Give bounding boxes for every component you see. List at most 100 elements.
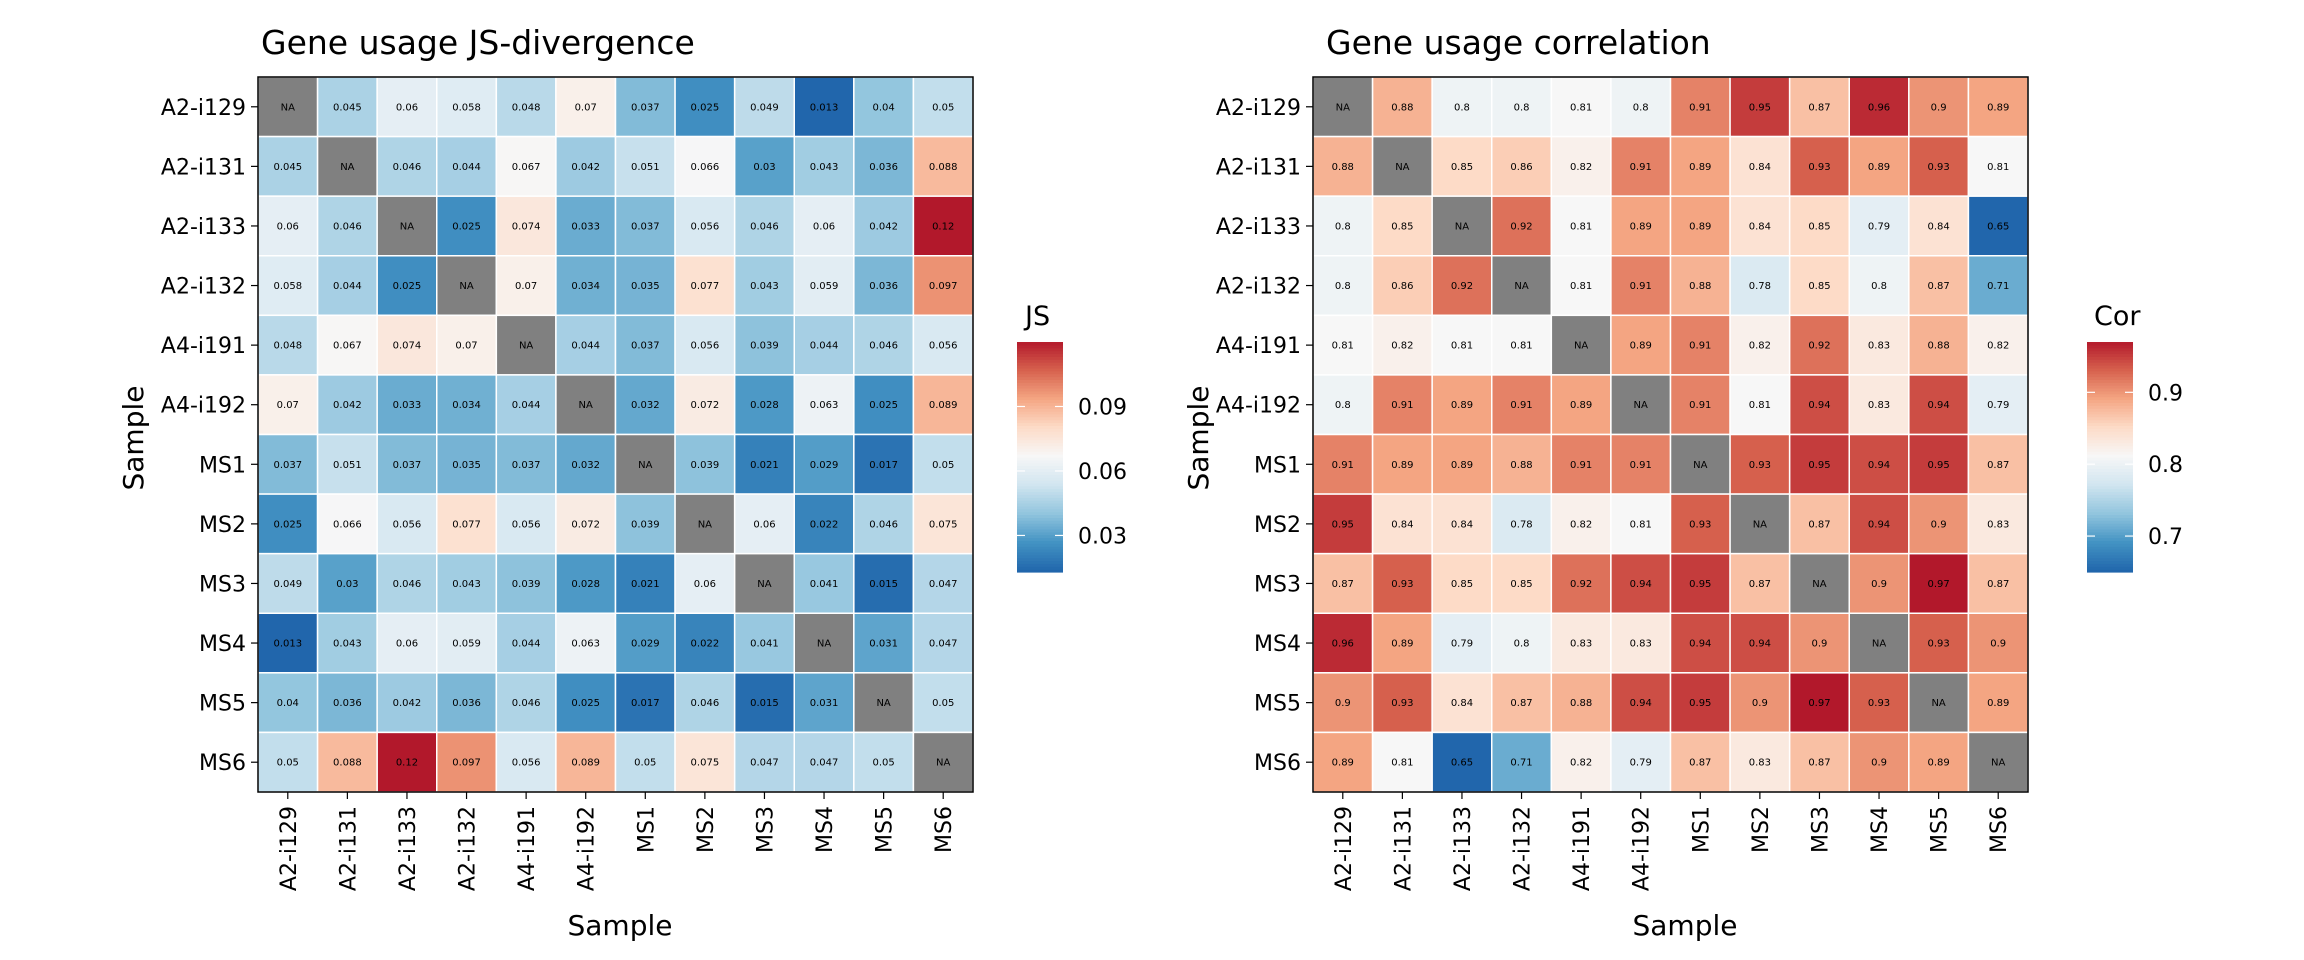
cor-cell-value-label: 0.84	[1451, 519, 1473, 530]
js-cell-value-label: NA	[579, 400, 593, 411]
cor-x-tick-label: MS4	[1868, 806, 1893, 853]
js-cell-value-label: 0.047	[929, 639, 958, 650]
js-heatmap-cell	[853, 612, 915, 674]
cor-cell-value-label: 0.81	[1510, 341, 1532, 352]
cor-heatmap-cell	[1610, 374, 1672, 436]
js-colorbar-segment	[1017, 344, 1063, 349]
js-cell-value-label: 0.013	[273, 639, 302, 650]
cor-cell-value-label: 0.95	[1927, 460, 1949, 471]
js-cell-value-label: 0.025	[393, 281, 422, 292]
js-heatmap-cell	[436, 135, 498, 197]
js-heatmap-cell	[614, 731, 676, 793]
js-x-tick-label: MS4	[813, 806, 838, 853]
js-cell-value-label: 0.044	[512, 400, 541, 411]
cor-cell-value-label: 0.92	[1570, 579, 1592, 590]
cor-colorbar-segment	[2087, 482, 2133, 487]
js-heatmap-cell	[853, 314, 915, 376]
cor-cell-value-label: 0.94	[1868, 519, 1890, 530]
js-cell-value-label: 0.032	[571, 460, 600, 471]
js-cell-value-label: 0.025	[571, 698, 600, 709]
cor-y-tick-label: A2-i129	[1216, 96, 1301, 121]
cor-cell-value-label: 0.8	[1335, 221, 1351, 232]
cor-cell-value-label: 0.79	[1451, 639, 1473, 650]
js-colorbar-segment	[1017, 500, 1063, 504]
js-cell-value-label: 0.048	[512, 102, 541, 113]
js-cell-value-label: NA	[519, 341, 533, 352]
cor-heatmap-cell	[1550, 135, 1612, 197]
js-cell-value-label: 0.042	[571, 162, 600, 173]
correlation-panel: Gene usage correlation NA 0.88 0.8 0.8 0.81 0…	[1182, 23, 2183, 942]
cor-colorbar-tick-label: 0.8	[2148, 453, 2183, 478]
cor-heatmap-cell	[1550, 374, 1612, 436]
cor-y-tick-label: MS5	[1254, 692, 1301, 717]
cor-heatmap-cell	[1729, 731, 1791, 793]
js-cell-value-label: 0.088	[333, 758, 362, 769]
cor-x-tick-label: MS6	[1987, 806, 2012, 853]
cor-cell-value-label: 0.96	[1868, 102, 1890, 113]
js-colorbar-segment	[1017, 482, 1063, 487]
cor-heatmap-cell	[1312, 433, 1374, 495]
cor-cell-value-label: 0.87	[1808, 519, 1830, 530]
js-colorbar-tick-label: 0.06	[1078, 460, 1127, 485]
js-cell-value-label: 0.058	[273, 281, 302, 292]
cor-cell-value-label: 0.86	[1510, 162, 1532, 173]
cor-cell-value-label: 0.85	[1808, 281, 1830, 292]
cor-colorbar-segment	[2087, 497, 2133, 501]
js-heatmap-cell	[257, 374, 319, 436]
cor-cell-value-label: 0.89	[1391, 460, 1413, 471]
cor-cell-value-label: 0.81	[1391, 758, 1413, 769]
js-cell-value-label: 0.049	[750, 102, 779, 113]
cor-cell-value-label: 0.93	[1808, 162, 1830, 173]
js-x-tick-label: MS6	[932, 806, 957, 853]
js-colorbar-segment	[1017, 451, 1063, 455]
cor-heatmap-cell	[1967, 433, 2029, 495]
cor-cell-value-label: 0.93	[1868, 698, 1890, 709]
js-cell-value-label: 0.074	[393, 341, 422, 352]
cor-cell-value-label: 0.89	[1570, 400, 1592, 411]
cor-heatmap-cell	[1669, 374, 1731, 436]
js-heatmap-cell	[436, 374, 498, 436]
js-colorbar-segment	[1017, 399, 1063, 403]
js-heatmap-cell	[793, 612, 855, 674]
js-colorbar-segment	[1017, 390, 1063, 395]
js-cell-value-label: 0.06	[277, 221, 299, 232]
cor-colorbar-segment	[2087, 405, 2133, 409]
cor-heatmap-cell	[1788, 493, 1850, 555]
cor-x-tick-label: A2-i132	[1511, 806, 1536, 891]
cor-colorbar-segment	[2087, 344, 2133, 349]
js-heatmap-cell	[853, 255, 915, 317]
js-heatmap-cell	[376, 493, 438, 555]
cor-cell-value-label: 0.93	[1391, 579, 1413, 590]
cor-cell-value-label: 0.81	[1332, 341, 1354, 352]
cor-heatmap-cell	[1431, 552, 1493, 615]
cor-cell-value-label: 0.83	[1987, 519, 2009, 530]
cor-heatmap-cell	[1908, 731, 1970, 793]
js-cell-value-label: 0.056	[691, 221, 720, 232]
js-cell-value-label: 0.017	[631, 698, 660, 709]
js-cell-value-label: 0.037	[631, 341, 660, 352]
cor-cell-value-label: NA	[1634, 400, 1648, 411]
js-cell-value-label: 0.017	[869, 460, 898, 471]
js-colorbar-segment	[1017, 491, 1063, 495]
js-cell-value-label: 0.039	[512, 579, 541, 590]
cor-colorbar-segment	[2087, 474, 2133, 478]
js-cell-value-label: 0.07	[515, 281, 537, 292]
js-colorbar-segment	[1017, 342, 1063, 346]
js-x-tick-label: A2-i132	[456, 806, 481, 891]
cor-colorbar-segment	[2087, 396, 2133, 401]
js-cell-value-label: 0.046	[393, 162, 422, 173]
cor-cell-value-label: 0.9	[1752, 698, 1768, 709]
js-cell-value-label: 0.046	[691, 698, 720, 709]
js-cell-value-label: 0.031	[869, 639, 898, 650]
cor-cell-value-label: 0.89	[1630, 341, 1652, 352]
js-colorbar-segment	[1017, 543, 1063, 547]
js-heatmap-cell	[495, 135, 557, 197]
cor-heatmap-cell	[1908, 552, 1970, 615]
cor-cell-value-label: 0.87	[1689, 758, 1711, 769]
cor-y-tick-label: A2-i133	[1216, 215, 1301, 240]
js-cell-value-label: 0.046	[750, 221, 779, 232]
cor-colorbar-segment	[2087, 416, 2133, 421]
cor-x-tick-label: MS1	[1689, 806, 1714, 853]
cor-colorbar-segment	[2087, 534, 2133, 539]
cor-colorbar-segment	[2087, 347, 2133, 352]
